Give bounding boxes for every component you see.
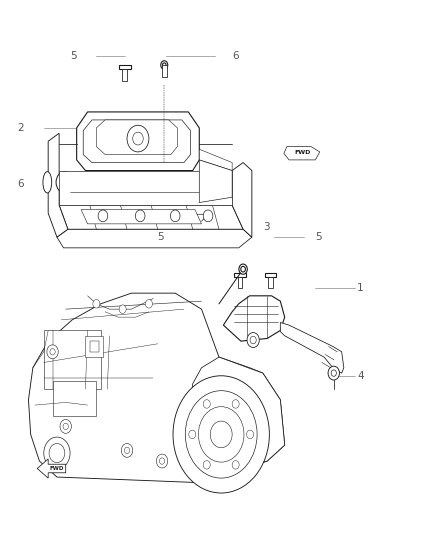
- Circle shape: [210, 421, 232, 448]
- Text: 6: 6: [232, 51, 239, 61]
- Circle shape: [203, 400, 210, 408]
- Text: FWD: FWD: [49, 466, 64, 471]
- Bar: [44, 330, 101, 389]
- Bar: [162, 65, 166, 77]
- Circle shape: [133, 132, 143, 145]
- Text: 4: 4: [357, 371, 364, 381]
- Ellipse shape: [43, 172, 52, 193]
- Text: 5: 5: [158, 232, 164, 242]
- Polygon shape: [280, 322, 344, 373]
- Circle shape: [203, 461, 210, 469]
- Bar: [268, 277, 273, 288]
- Circle shape: [63, 423, 68, 430]
- Circle shape: [127, 125, 149, 152]
- Circle shape: [93, 300, 100, 308]
- Polygon shape: [59, 171, 232, 205]
- Circle shape: [98, 210, 108, 222]
- Circle shape: [121, 443, 133, 457]
- Circle shape: [170, 210, 180, 222]
- Polygon shape: [37, 459, 66, 478]
- Text: 2: 2: [18, 123, 24, 133]
- Circle shape: [159, 458, 165, 464]
- Circle shape: [119, 305, 126, 313]
- Polygon shape: [96, 120, 177, 155]
- Polygon shape: [81, 209, 201, 224]
- Circle shape: [50, 349, 55, 355]
- Circle shape: [198, 407, 244, 462]
- Polygon shape: [284, 147, 320, 160]
- Circle shape: [145, 300, 152, 308]
- Text: 5: 5: [70, 51, 77, 61]
- Circle shape: [49, 443, 65, 463]
- Bar: [53, 381, 96, 416]
- Polygon shape: [199, 160, 232, 203]
- Circle shape: [185, 391, 257, 478]
- Circle shape: [124, 447, 130, 454]
- Polygon shape: [83, 120, 191, 163]
- Circle shape: [247, 430, 254, 439]
- Text: 6: 6: [18, 179, 24, 189]
- Polygon shape: [223, 296, 285, 341]
- Polygon shape: [199, 149, 232, 171]
- Polygon shape: [57, 229, 252, 248]
- Circle shape: [60, 419, 71, 433]
- Bar: [122, 69, 127, 80]
- Bar: [90, 341, 99, 352]
- Circle shape: [239, 264, 247, 274]
- Text: FWD: FWD: [294, 150, 311, 156]
- Circle shape: [328, 366, 339, 380]
- Circle shape: [135, 210, 145, 222]
- Circle shape: [161, 61, 168, 69]
- Polygon shape: [48, 133, 68, 237]
- Bar: [238, 277, 242, 288]
- Text: 5: 5: [315, 232, 322, 242]
- Polygon shape: [28, 293, 285, 482]
- Circle shape: [241, 266, 245, 272]
- Polygon shape: [188, 357, 285, 474]
- Circle shape: [44, 437, 70, 469]
- Circle shape: [232, 461, 239, 469]
- Circle shape: [156, 454, 168, 468]
- Polygon shape: [59, 205, 243, 229]
- Circle shape: [162, 63, 166, 67]
- Bar: [119, 65, 131, 69]
- Polygon shape: [232, 163, 252, 237]
- Circle shape: [173, 376, 269, 493]
- Circle shape: [189, 430, 196, 439]
- Circle shape: [331, 370, 336, 376]
- Text: 1: 1: [357, 283, 364, 293]
- Circle shape: [56, 172, 74, 193]
- Circle shape: [250, 336, 256, 344]
- Circle shape: [60, 177, 69, 188]
- Circle shape: [232, 400, 239, 408]
- Circle shape: [247, 333, 259, 348]
- Bar: [234, 273, 246, 277]
- Bar: [265, 273, 276, 277]
- Polygon shape: [77, 112, 199, 171]
- Text: 3: 3: [263, 222, 269, 231]
- Bar: [85, 336, 103, 357]
- Circle shape: [203, 210, 213, 222]
- Circle shape: [47, 345, 58, 359]
